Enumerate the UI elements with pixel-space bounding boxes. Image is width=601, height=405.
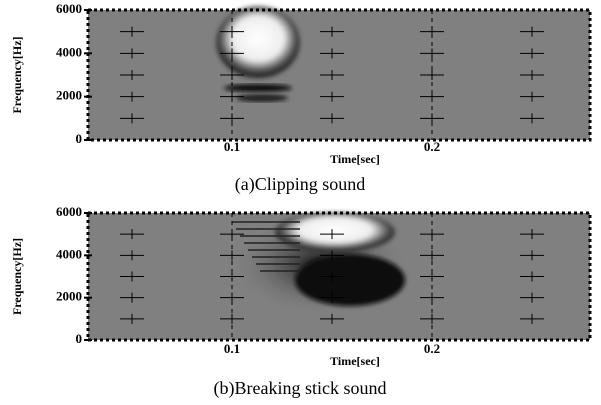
y-tick-label: 4000 bbox=[56, 246, 82, 261]
spectrogram-panel: 0.1 0.2 0 2000 4000 6000 Time[sec] Frequency[Hz… bbox=[10, 1, 592, 195]
y-tick-label: 4000 bbox=[56, 44, 82, 59]
caption: (a)Clipping sound bbox=[235, 174, 366, 195]
spectrogram-panel: 0.1 0.2 0 2000 4000 6000 Time[sec] Frequency[Hz… bbox=[10, 204, 592, 399]
spectral-energy bbox=[275, 212, 395, 252]
y-axis-label: Frequency[Hz] bbox=[10, 36, 24, 113]
spectral-energy bbox=[224, 84, 292, 92]
x-tick-label: 0.1 bbox=[224, 341, 240, 356]
x-tick-label: 0.2 bbox=[424, 139, 440, 154]
y-tick-label: 6000 bbox=[56, 1, 82, 16]
caption: (b)Breaking stick sound bbox=[214, 378, 387, 399]
x-tick-label: 0.1 bbox=[224, 139, 240, 154]
y-tick-label: 2000 bbox=[56, 289, 82, 304]
x-axis-label: Time[sec] bbox=[330, 354, 380, 368]
y-tick-label: 0 bbox=[76, 131, 83, 146]
y-tick-label: 6000 bbox=[56, 204, 82, 219]
plot-frame bbox=[86, 211, 592, 342]
y-axis-label: Frequency[Hz] bbox=[10, 238, 24, 315]
y-tick-label: 2000 bbox=[56, 88, 82, 103]
plot-frame bbox=[86, 8, 592, 142]
x-tick-label: 0.2 bbox=[424, 341, 440, 356]
spectral-energy bbox=[236, 94, 288, 102]
y-tick-label: 0 bbox=[76, 331, 83, 346]
x-axis-label: Time[sec] bbox=[330, 152, 380, 166]
spectral-energy bbox=[216, 6, 300, 78]
spectral-energy bbox=[295, 254, 405, 306]
